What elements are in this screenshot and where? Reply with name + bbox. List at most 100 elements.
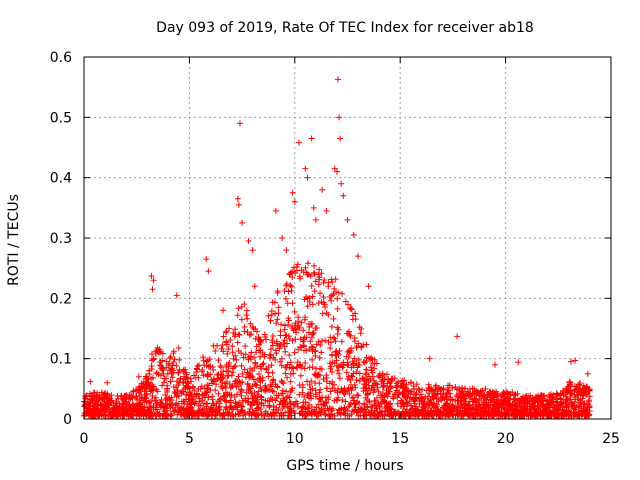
data-point [302,408,309,415]
data-point [235,201,242,208]
data-point [157,399,164,406]
data-point [342,407,349,414]
data-point [311,262,318,269]
data-point [220,409,227,416]
data-point [195,402,202,409]
data-point [311,271,318,278]
data-point [294,400,301,407]
data-point [481,409,488,416]
data-point [101,409,108,416]
data-point [323,309,330,316]
data-point [357,330,364,337]
data-point [352,401,359,408]
data-point [282,370,289,377]
data-point [85,412,92,419]
data-point [368,409,375,416]
data-point [348,306,355,313]
data-point [287,370,294,377]
data-point [355,253,362,260]
data-point [544,401,551,408]
data-point [314,372,321,379]
data-point [265,412,272,419]
data-point [99,394,106,401]
data-point [104,398,111,405]
data-point [540,392,547,399]
data-point [114,412,121,419]
data-point [159,350,166,357]
data-point [554,391,561,398]
data-point [147,398,154,405]
data-point [353,377,360,384]
data-point [223,328,230,335]
data-point [187,375,194,382]
data-point [379,390,386,397]
data-point [159,382,166,389]
data-point [204,372,211,379]
data-point [279,387,286,394]
data-point [292,327,299,334]
data-point [120,403,127,410]
data-point [269,379,276,386]
data-point [407,379,414,386]
data-point [356,377,363,384]
data-point [265,373,272,380]
data-point [315,338,322,345]
data-point [200,372,207,379]
data-point [565,403,572,410]
data-point [296,391,303,398]
data-point [340,362,347,369]
data-point [533,409,540,416]
data-point [312,352,319,359]
data-point [236,120,243,127]
data-point [331,335,338,342]
data-point [523,393,530,400]
data-point [315,271,322,278]
data-point [175,393,182,400]
y-tick-label: 0.5 [50,110,72,126]
data-point [296,361,303,368]
data-point [328,323,335,330]
data-point [216,400,223,407]
data-point [512,391,519,398]
data-point [153,386,160,393]
data-point [194,391,201,398]
data-point [301,394,308,401]
data-point [129,412,136,419]
data-point [244,315,251,322]
data-point [165,362,172,369]
data-point [485,410,492,417]
data-point [518,402,525,409]
data-point [138,411,145,418]
data-point [403,387,410,394]
data-point [461,404,468,411]
data-point [470,412,477,419]
data-point [246,383,253,390]
data-point [365,283,372,290]
data-point [413,403,420,410]
data-point [563,412,570,419]
data-point [281,343,288,350]
data-point [343,369,350,376]
data-point [246,372,253,379]
data-point [520,397,527,404]
data-point [199,397,206,404]
data-point [170,408,177,415]
data-point [351,355,358,362]
data-point [170,369,177,376]
data-point [329,378,336,385]
data-point [362,387,369,394]
data-point [576,379,583,386]
data-point [262,383,269,390]
data-point [160,412,167,419]
data-point [89,411,96,418]
data-point [285,315,292,322]
data-point [437,391,444,398]
data-point [255,412,262,419]
data-point [419,412,426,419]
data-point [346,347,353,354]
data-point [327,405,334,412]
data-point [209,396,216,403]
data-point [312,216,319,223]
data-point [176,379,183,386]
data-point [190,383,197,390]
